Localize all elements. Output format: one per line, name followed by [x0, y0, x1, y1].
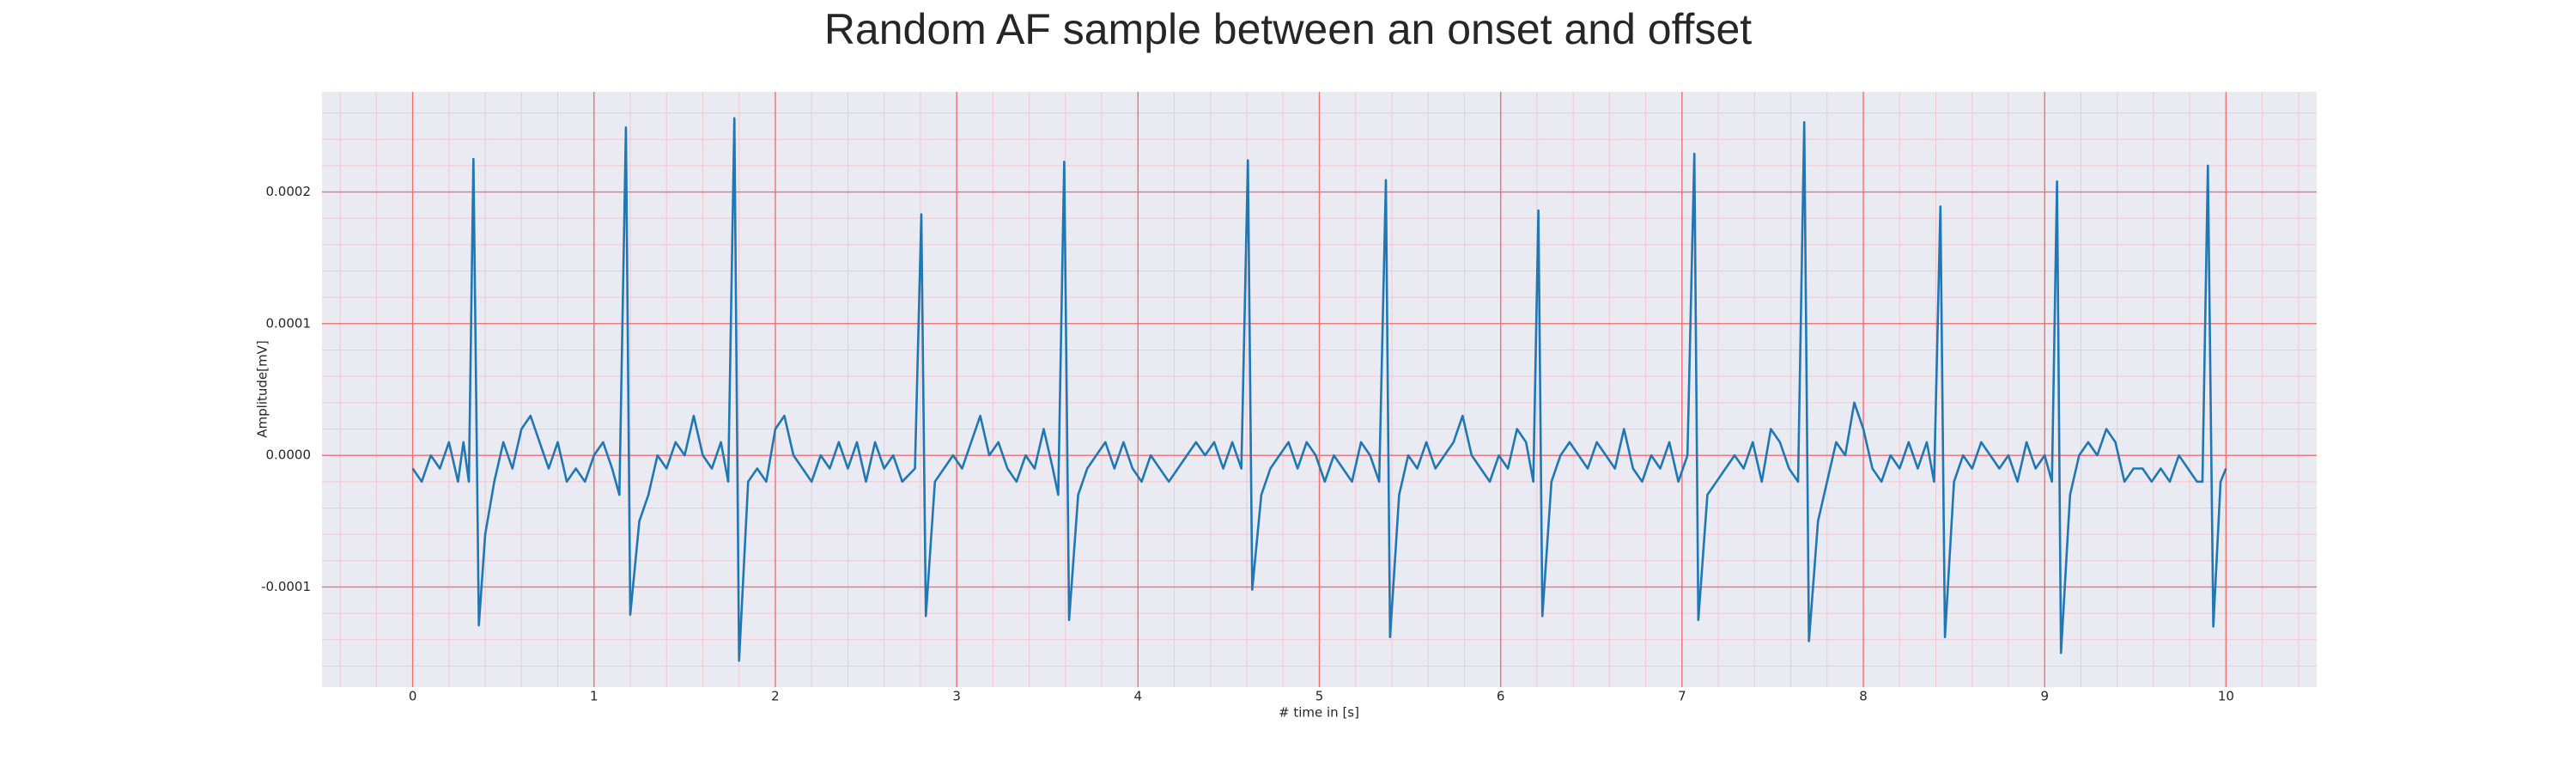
y-axis-label: Amplitude[mV] [255, 340, 270, 437]
signal-line [411, 117, 2227, 662]
x-tick-label: 10 [2218, 689, 2234, 704]
x-tick-label: 5 [1315, 689, 1324, 704]
y-tick-label: 0.0002 [266, 184, 312, 199]
x-tick-label: 0 [409, 689, 417, 704]
x-tick-label: 9 [2040, 689, 2049, 704]
x-tick-label: 8 [1859, 689, 1868, 704]
x-tick-label: 7 [1678, 689, 1686, 704]
x-axis-label: # time in [s] [1279, 705, 1359, 721]
x-tick-label: 6 [1497, 689, 1505, 704]
chart-title: Random AF sample between an onset and of… [824, 5, 1752, 53]
y-tick-label: -0.0001 [261, 579, 311, 594]
x-tick-label: 2 [771, 689, 780, 704]
y-tick-label: 0.0000 [266, 447, 312, 463]
x-tick-label: 3 [952, 689, 961, 704]
x-tick-label: 4 [1134, 689, 1143, 704]
x-tick-label: 1 [590, 689, 598, 704]
y-tick-label: 0.0001 [266, 315, 312, 331]
